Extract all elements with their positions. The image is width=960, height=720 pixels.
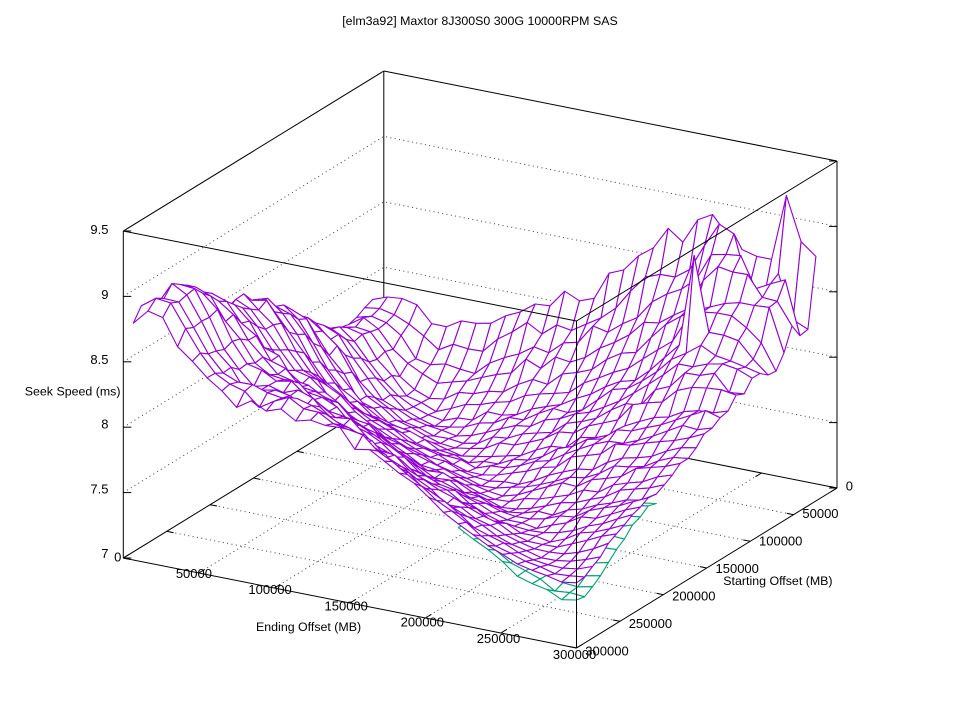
svg-text:200000: 200000 — [401, 615, 444, 630]
svg-text:0: 0 — [846, 478, 853, 493]
svg-text:7.5: 7.5 — [90, 481, 108, 496]
svg-text:Ending Offset (MB): Ending Offset (MB) — [256, 620, 361, 634]
svg-text:300000: 300000 — [585, 644, 628, 659]
svg-text:7: 7 — [101, 546, 108, 561]
svg-text:300000: 300000 — [553, 647, 596, 662]
svg-text:9.5: 9.5 — [90, 222, 108, 237]
svg-text:50000: 50000 — [176, 566, 212, 581]
svg-text:150000: 150000 — [325, 598, 368, 613]
svg-text:0: 0 — [114, 550, 121, 565]
svg-text:8: 8 — [101, 417, 108, 432]
svg-text:Starting Offset (MB): Starting Offset (MB) — [723, 574, 832, 588]
svg-text:Seek Speed (ms): Seek Speed (ms) — [25, 384, 121, 398]
svg-text:250000: 250000 — [477, 631, 520, 646]
svg-text:100000: 100000 — [759, 534, 802, 549]
svg-text:50000: 50000 — [802, 506, 838, 521]
svg-text:150000: 150000 — [716, 561, 759, 576]
svg-text:9: 9 — [101, 287, 108, 302]
svg-text:[elm3a92] Maxtor 8J300S0 300G: [elm3a92] Maxtor 8J300S0 300G 10000RPM S… — [342, 14, 618, 28]
svg-text:100000: 100000 — [248, 582, 291, 597]
svg-text:8.5: 8.5 — [90, 352, 108, 367]
svg-text:250000: 250000 — [629, 616, 672, 631]
svg-text:200000: 200000 — [672, 589, 715, 604]
